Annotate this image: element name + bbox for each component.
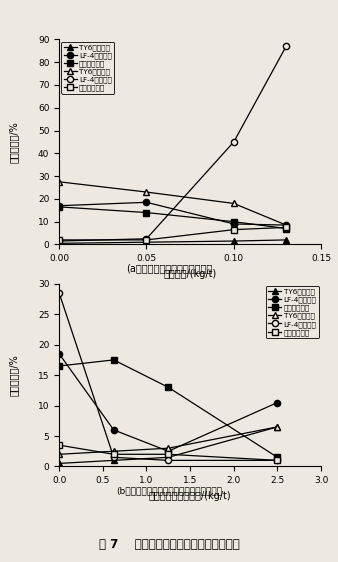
醚胺对赤铁矿 [112,451,116,457]
醚胺对高岭石 [144,209,148,216]
醚胺对赤铁矿 [284,224,288,231]
LF-4对高岭石 [284,222,288,229]
LF-4对高岭石 [112,427,116,433]
Legend: TY6对高岭石, LF-4对高岭石, 醚胺对高岭石, TY6对赤铁矿, LF-4对赤铁矿, 醚胺对赤铁矿: TY6对高岭石, LF-4对高岭石, 醚胺对高岭石, TY6对赤铁矿, LF-4… [61,42,115,94]
醚胺对高岭石 [112,356,116,363]
LF-4对赤铁矿 [112,454,116,461]
LF-4对高岭石 [57,202,61,209]
醚胺对高岭石 [275,454,280,461]
TY6对赤铁矿 [57,178,61,185]
TY6对高岭石 [275,424,280,430]
LF-4对赤铁矿 [284,43,288,49]
醚胺对高岭石 [232,218,236,225]
TY6对赤铁矿 [112,448,116,455]
TY6对高岭石 [232,238,236,244]
醚胺对高岭石 [57,362,61,369]
TY6对赤铁矿 [275,424,280,430]
Line: TY6对高岭石: TY6对高岭石 [56,237,289,247]
Line: LF-4对赤铁矿: LF-4对赤铁矿 [56,290,281,464]
Legend: TY6对高岭石, LF-4对高岭石, 醚胺对高岭石, TY6对赤铁矿, LF-4对赤铁矿, 醚胺对赤铁矿: TY6对高岭石, LF-4对高岭石, 醚胺对高岭石, TY6对赤铁矿, LF-4… [266,286,319,338]
TY6对赤铁矿 [232,200,236,207]
LF-4对高岭石 [232,221,236,228]
X-axis label: 柴油用量/(kg/t): 柴油用量/(kg/t) [164,269,217,279]
TY6对高岭石 [284,237,288,243]
醚胺对赤铁矿 [232,226,236,233]
醚胺对赤铁矿 [166,451,170,457]
Line: TY6对赤铁矿: TY6对赤铁矿 [56,424,281,457]
醚胺对高岭石 [284,225,288,232]
TY6对高岭石 [57,240,61,247]
LF-4对高岭石 [166,448,170,455]
Y-axis label: 浮选回收率/%: 浮选回收率/% [8,121,19,163]
醚胺对高岭石 [57,203,61,210]
Line: TY6对高岭石: TY6对高岭石 [56,424,281,466]
TY6对赤铁矿 [284,222,288,229]
LF-4对赤铁矿 [275,457,280,464]
Line: 醚胺对高岭石: 醚胺对高岭石 [56,357,281,460]
醚胺对赤铁矿 [275,457,280,464]
LF-4对赤铁矿 [57,289,61,296]
Text: (a）柴油用量对浮选效果的影响: (a）柴油用量对浮选效果的影响 [126,263,212,273]
TY6对高岭石 [112,457,116,464]
Line: LF-4对高岭石: LF-4对高岭石 [56,199,289,228]
X-axis label: 十二烷基硫酸馒用量/(kg/t): 十二烷基硫酸馒用量/(kg/t) [149,491,232,501]
TY6对赤铁矿 [57,451,61,457]
LF-4对赤铁矿 [166,457,170,464]
Text: 图 7    辅助捕收剂用量对浮选结果的影响: 图 7 辅助捕收剂用量对浮选结果的影响 [99,538,239,551]
醚胺对赤铁矿 [57,442,61,448]
LF-4对赤铁矿 [57,238,61,244]
TY6对高岭石 [57,460,61,467]
Line: 醚胺对高岭石: 醚胺对高岭石 [56,204,289,232]
LF-4对赤铁矿 [232,139,236,146]
醚胺对高岭石 [166,384,170,391]
TY6对高岭石 [144,239,148,246]
Line: LF-4对赤铁矿: LF-4对赤铁矿 [56,43,289,244]
醚胺对赤铁矿 [57,237,61,243]
LF-4对高岭石 [144,199,148,206]
Line: TY6对赤铁矿: TY6对赤铁矿 [56,179,289,228]
TY6对赤铁矿 [144,189,148,196]
Line: LF-4对高岭石: LF-4对高岭石 [56,351,281,454]
Y-axis label: 浮选回收率/%: 浮选回收率/% [8,354,19,396]
Text: (b）十二烷基硫酸馒用量对浮选效果的影响: (b）十二烷基硫酸馒用量对浮选效果的影响 [116,486,222,495]
LF-4对高岭石 [57,351,61,357]
LF-4对高岭石 [275,399,280,406]
Line: 醚胺对赤铁矿: 醚胺对赤铁矿 [56,224,289,243]
TY6对高岭石 [166,454,170,461]
醚胺对赤铁矿 [144,237,148,243]
Line: 醚胺对赤铁矿: 醚胺对赤铁矿 [56,442,281,464]
LF-4对赤铁矿 [144,235,148,242]
TY6对赤铁矿 [166,445,170,452]
